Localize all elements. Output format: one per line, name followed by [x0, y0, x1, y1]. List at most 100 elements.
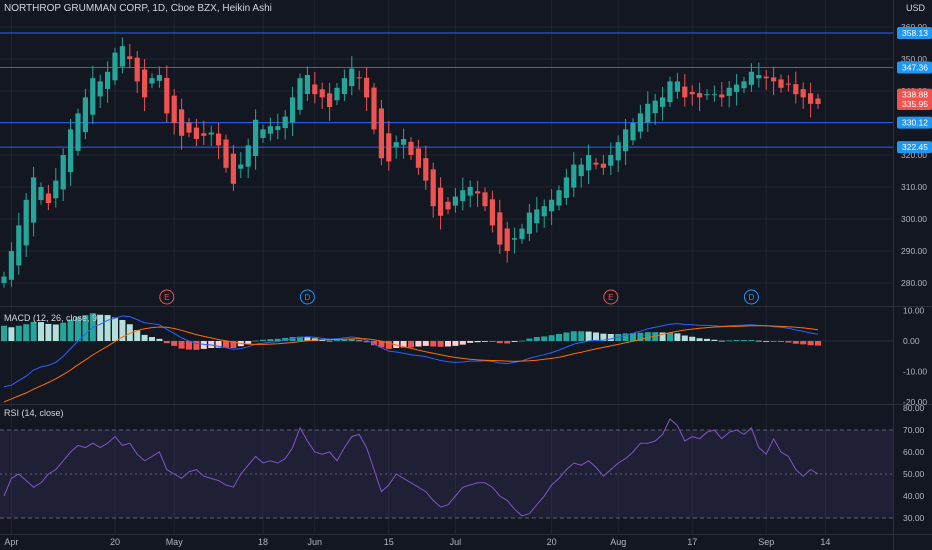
candle-body[interactable] — [630, 123, 636, 141]
candle-body[interactable] — [156, 75, 162, 81]
candle-body[interactable] — [645, 103, 651, 123]
candle-body[interactable] — [726, 87, 732, 96]
candle-body[interactable] — [719, 94, 725, 98]
candle-body[interactable] — [475, 191, 481, 194]
candle-body[interactable] — [282, 116, 288, 129]
candle-body[interactable] — [171, 95, 177, 123]
candle-body[interactable] — [748, 71, 754, 85]
candle-body[interactable] — [808, 93, 814, 104]
candle-body[interactable] — [423, 158, 429, 181]
candle-body[interactable] — [608, 155, 614, 166]
candle-body[interactable] — [445, 201, 451, 210]
candle-body[interactable] — [578, 164, 584, 177]
candle-body[interactable] — [371, 87, 377, 130]
event-marker-dividend[interactable] — [299, 289, 315, 305]
candle-body[interactable] — [674, 81, 680, 92]
candle-body[interactable] — [386, 133, 392, 162]
candle-body[interactable] — [201, 133, 207, 136]
candle-body[interactable] — [815, 98, 821, 104]
candle-body[interactable] — [556, 190, 562, 206]
candle-body[interactable] — [549, 199, 555, 212]
candle-body[interactable] — [734, 84, 740, 92]
candle-body[interactable] — [31, 177, 37, 223]
candle-body[interactable] — [349, 68, 355, 87]
candle-body[interactable] — [623, 129, 629, 152]
candle-body[interactable] — [615, 142, 621, 161]
candle-body[interactable] — [526, 212, 532, 234]
candle-body[interactable] — [600, 163, 606, 168]
candle-body[interactable] — [186, 122, 192, 133]
candle-body[interactable] — [275, 126, 281, 130]
candle-body[interactable] — [667, 81, 673, 103]
candle-body[interactable] — [438, 187, 444, 216]
candle-body[interactable] — [260, 129, 266, 138]
candle-body[interactable] — [660, 97, 666, 107]
candle-body[interactable] — [430, 169, 436, 207]
candle-body[interactable] — [53, 180, 59, 199]
candle-body[interactable] — [97, 81, 103, 97]
candle-body[interactable] — [23, 199, 29, 246]
candle-body[interactable] — [290, 97, 296, 123]
candle-body[interactable] — [16, 225, 22, 266]
candle-body[interactable] — [142, 69, 148, 98]
candle-body[interactable] — [401, 139, 407, 145]
candle-body[interactable] — [652, 100, 658, 114]
candle-body[interactable] — [8, 251, 14, 280]
candle-body[interactable] — [763, 76, 769, 79]
candle-body[interactable] — [689, 91, 695, 95]
candle-body[interactable] — [393, 142, 399, 148]
candle-body[interactable] — [216, 133, 222, 146]
candle-body[interactable] — [637, 113, 643, 132]
candle-body[interactable] — [105, 71, 111, 89]
candle-body[interactable] — [60, 155, 66, 190]
candle-body[interactable] — [75, 113, 81, 151]
event-marker-earnings[interactable] — [603, 289, 619, 305]
candle-body[interactable] — [230, 153, 236, 184]
candle-body[interactable] — [408, 141, 414, 155]
candle-body[interactable] — [756, 75, 762, 79]
candle-body[interactable] — [563, 177, 569, 198]
macd-title[interactable]: MACD (12, 26, close, 9) — [4, 313, 101, 323]
event-marker-dividend[interactable] — [743, 289, 759, 305]
candle-body[interactable] — [253, 119, 259, 157]
candle-body[interactable] — [452, 196, 458, 206]
candle-body[interactable] — [534, 209, 540, 224]
candle-body[interactable] — [179, 109, 185, 136]
candle-body[interactable] — [45, 193, 51, 204]
candle-body[interactable] — [319, 89, 325, 98]
candle-body[interactable] — [415, 148, 421, 168]
candle-body[interactable] — [497, 212, 503, 245]
candle-body[interactable] — [356, 77, 362, 79]
candle-body[interactable] — [785, 83, 791, 85]
candle-body[interactable] — [704, 94, 710, 96]
candle-body[interactable] — [238, 164, 244, 169]
candle-body[interactable] — [312, 84, 318, 95]
candle-body[interactable] — [341, 78, 347, 94]
event-marker-earnings[interactable] — [159, 289, 175, 305]
candle-body[interactable] — [149, 78, 155, 84]
candle-body[interactable] — [164, 77, 170, 114]
candle-body[interactable] — [586, 155, 592, 171]
candle-body[interactable] — [68, 129, 74, 173]
candle-body[interactable] — [267, 126, 273, 134]
candle-body[interactable] — [134, 57, 140, 82]
candle-body[interactable] — [541, 206, 547, 217]
candle-body[interactable] — [1, 276, 7, 283]
candle-body[interactable] — [519, 228, 525, 239]
candle-body[interactable] — [378, 108, 384, 159]
candle-body[interactable] — [460, 190, 466, 202]
candle-body[interactable] — [793, 84, 799, 95]
candle-body[interactable] — [193, 127, 199, 139]
candle-body[interactable] — [697, 93, 703, 98]
candle-body[interactable] — [119, 46, 125, 67]
candle-body[interactable] — [112, 52, 118, 81]
candle-body[interactable] — [82, 97, 88, 133]
candle-body[interactable] — [482, 192, 488, 207]
candle-body[interactable] — [504, 228, 510, 251]
candle-body[interactable] — [208, 132, 214, 135]
candle-body[interactable] — [364, 77, 370, 98]
candle-body[interactable] — [800, 89, 806, 98]
candle-body[interactable] — [711, 94, 717, 96]
candle-body[interactable] — [38, 187, 44, 200]
